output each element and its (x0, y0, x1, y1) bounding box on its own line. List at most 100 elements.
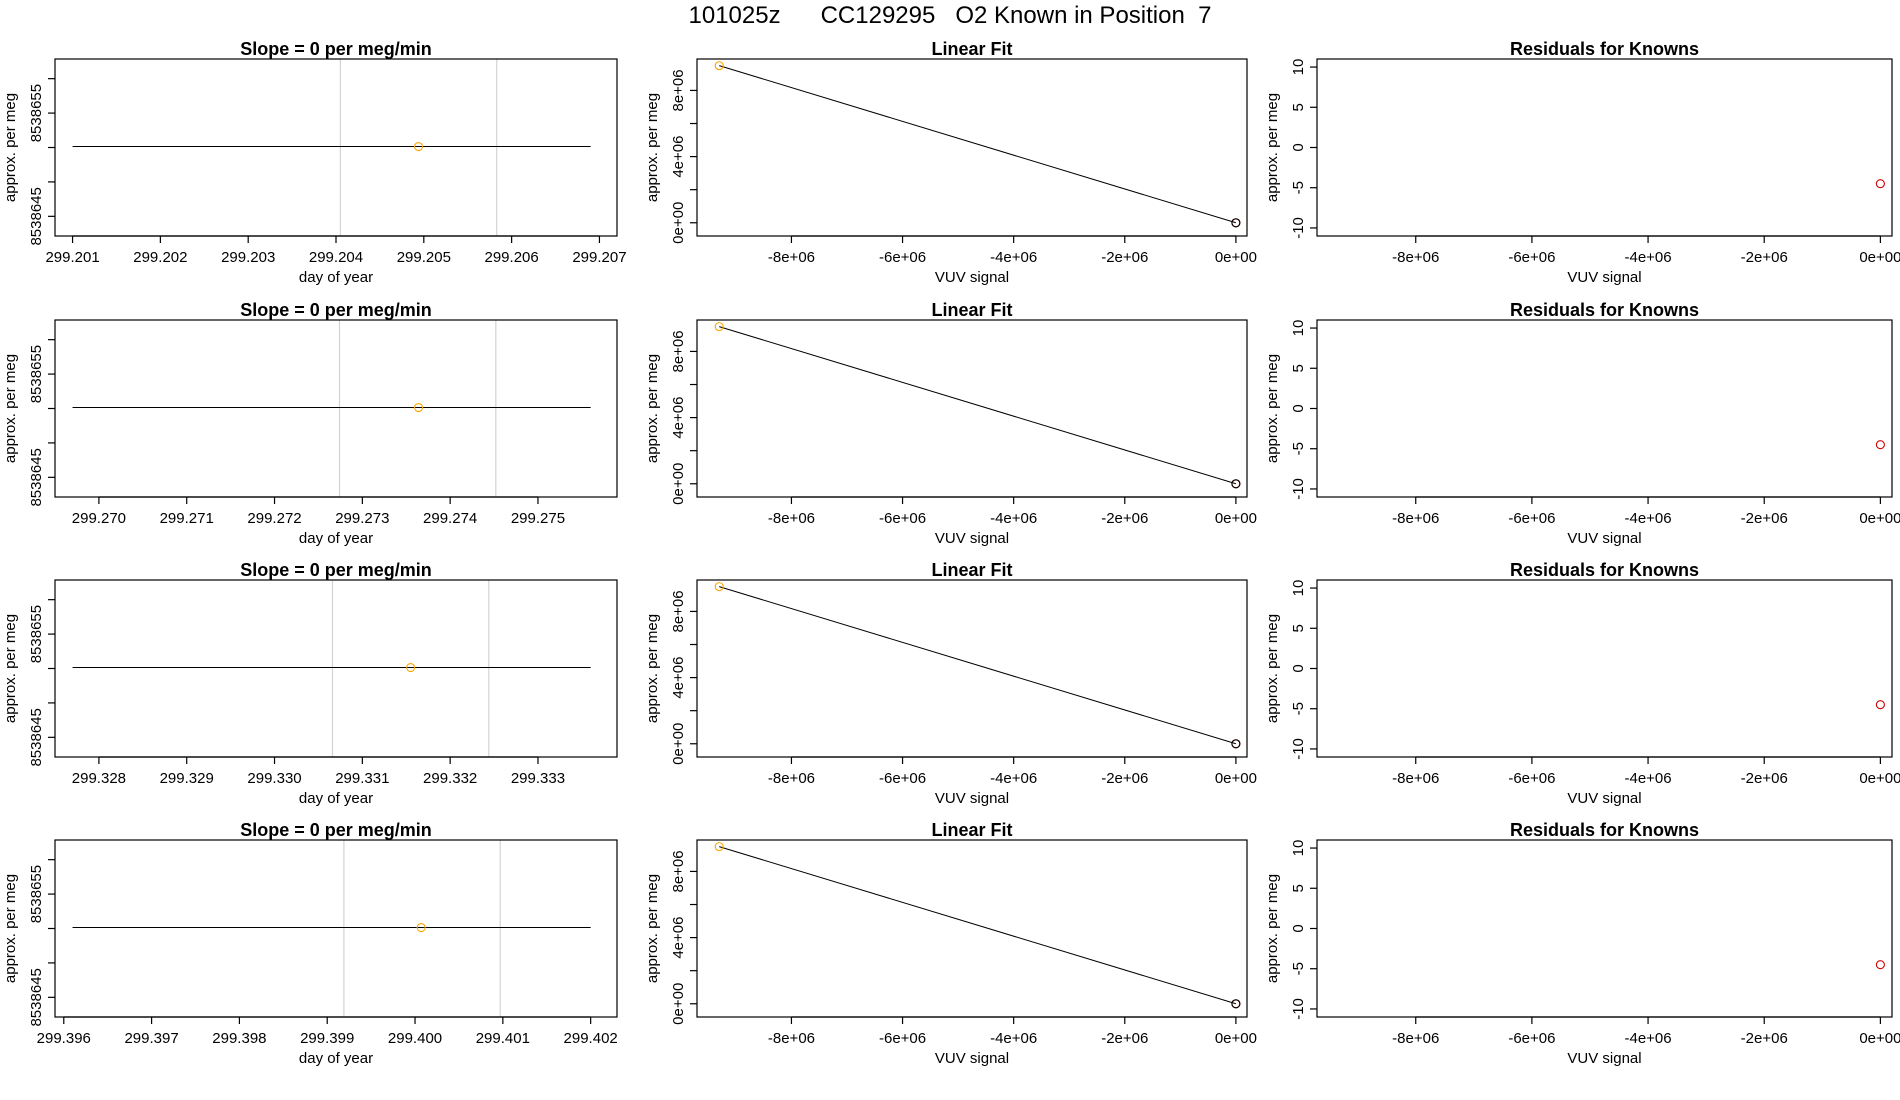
x-tick-label: -6e+06 (1508, 1030, 1555, 1047)
y-axis-label: approx. per meg (2, 614, 19, 723)
x-tick-label: -4e+06 (990, 249, 1037, 266)
x-tick-label: 299.205 (397, 249, 451, 266)
y-tick-label: 0e+00 (670, 723, 687, 765)
data-point (1875, 179, 1885, 189)
panel-residuals-row-4: -8e+06 -6e+06 -4e+06 -2e+06 0e+00 -10 -5 0 5 10 Re… (1264, 820, 1900, 1067)
x-axis-label: VUV signal (935, 269, 1009, 286)
x-tick-label: -8e+06 (768, 510, 815, 527)
x-tick-label: -2e+06 (1741, 770, 1788, 787)
y-axis-label: approx. per meg (1264, 614, 1281, 723)
y-axis-label: approx. per meg (1264, 354, 1281, 463)
plot-frame (54, 839, 618, 1018)
x-tick-label: -4e+06 (990, 770, 1037, 787)
data-point (714, 582, 724, 592)
y-tick-label: 4e+06 (670, 657, 687, 699)
data-point (416, 922, 426, 933)
panel-title: Residuals for Knowns (1510, 560, 1699, 580)
y-tick-label: 10 (1290, 320, 1307, 337)
x-tick-label: -6e+06 (1508, 249, 1555, 266)
y-tick-label: 0 (1290, 143, 1307, 151)
x-tick-label: -8e+06 (1392, 510, 1439, 527)
y-axis-label: approx. per meg (644, 93, 661, 202)
plot-frame (1316, 319, 1893, 498)
x-axis-label: VUV signal (1567, 269, 1641, 286)
panel-title: Residuals for Knowns (1510, 300, 1699, 320)
plot-frame (696, 58, 1248, 237)
data-point (1875, 440, 1885, 450)
x-tick-label: -8e+06 (768, 249, 815, 266)
x-tick-label: 299.207 (572, 249, 626, 266)
x-tick-label: 299.330 (247, 770, 301, 787)
panel-title: Residuals for Knowns (1510, 39, 1699, 59)
x-tick-label: -2e+06 (1101, 1030, 1148, 1047)
y-tick-label: 5 (1290, 103, 1307, 111)
x-tick-label: 299.398 (212, 1030, 266, 1047)
x-tick-label: -8e+06 (1392, 1030, 1439, 1047)
y-tick-label: 8538645 (28, 448, 45, 506)
y-tick-label: 4e+06 (670, 397, 687, 439)
y-axis-label: approx. per meg (644, 354, 661, 463)
y-tick-label: 8e+06 (670, 590, 687, 632)
x-tick-label: -4e+06 (1624, 510, 1671, 527)
panel-residuals-row-2: -8e+06 -6e+06 -4e+06 -2e+06 0e+00 -10 -5 0 5 10 Re… (1264, 300, 1900, 547)
x-axis-label: VUV signal (935, 1050, 1009, 1067)
panel-title: Slope = 0 per meg/min (240, 560, 432, 580)
y-axis-label: approx. per meg (2, 354, 19, 463)
data-point (1875, 960, 1885, 970)
x-tick-label: -2e+06 (1741, 510, 1788, 527)
x-tick-label: -6e+06 (1508, 770, 1555, 787)
x-tick-label: 299.402 (564, 1030, 618, 1047)
x-tick-label: -6e+06 (879, 1030, 926, 1047)
data-point (406, 662, 416, 673)
y-tick-label: 8538645 (28, 968, 45, 1026)
x-axis-label: day of year (299, 790, 373, 807)
panel-title: Slope = 0 per meg/min (240, 300, 432, 320)
data-point (714, 322, 724, 332)
x-tick-label: -2e+06 (1101, 249, 1148, 266)
plot-frame (1316, 58, 1893, 237)
x-tick-label: 0e+00 (1215, 249, 1257, 266)
data-point (714, 842, 724, 852)
y-tick-label: 10 (1290, 59, 1307, 76)
x-tick-label: 299.274 (423, 510, 477, 527)
x-axis-label: VUV signal (935, 790, 1009, 807)
data-point (1231, 479, 1241, 489)
x-axis-label: VUV signal (1567, 1050, 1641, 1067)
panel-title: Linear Fit (931, 300, 1012, 320)
x-tick-label: 299.333 (511, 770, 565, 787)
x-tick-label: 0e+00 (1859, 770, 1900, 787)
figure-title: 101025z CC129295 O2 Known in Position 7 (688, 2, 1212, 29)
y-tick-label: 0 (1290, 664, 1307, 672)
y-axis-label: approx. per meg (1264, 874, 1281, 983)
x-tick-label: -2e+06 (1101, 510, 1148, 527)
y-tick-label: -5 (1290, 181, 1307, 194)
plot-frame (696, 319, 1248, 498)
plot-frame (1316, 839, 1893, 1018)
panel-title: Linear Fit (931, 39, 1012, 59)
plot-frame (1316, 579, 1893, 758)
x-tick-label: 299.332 (423, 770, 477, 787)
x-tick-label: -4e+06 (990, 510, 1037, 527)
x-tick-label: 299.331 (335, 770, 389, 787)
data-point (1875, 700, 1885, 710)
x-tick-label: -4e+06 (1624, 770, 1671, 787)
y-tick-label: 8538655 (28, 605, 45, 663)
x-tick-label: 299.400 (388, 1030, 442, 1047)
x-tick-label: -6e+06 (879, 249, 926, 266)
x-tick-label: 0e+00 (1215, 1030, 1257, 1047)
x-tick-label: 299.202 (133, 249, 187, 266)
x-tick-label: 299.204 (309, 249, 363, 266)
panel-fit-row-1: -8e+06 -6e+06 -4e+06 -2e+06 0e+00 0e+00 4e+06 8… (644, 39, 1257, 286)
y-tick-label: 10 (1290, 840, 1307, 857)
x-tick-label: -2e+06 (1101, 770, 1148, 787)
panel-slope-row-4: 299.396 299.397 299.398 299.399 299.400 299.4… (2, 820, 618, 1067)
y-tick-label: 8e+06 (670, 330, 687, 372)
x-tick-label: 299.329 (160, 770, 214, 787)
x-tick-label: -6e+06 (1508, 510, 1555, 527)
y-tick-label: -5 (1290, 962, 1307, 975)
x-tick-label: -8e+06 (1392, 770, 1439, 787)
x-axis-label: day of year (299, 530, 373, 547)
x-tick-label: 0e+00 (1215, 510, 1257, 527)
panel-title: Linear Fit (931, 820, 1012, 840)
y-axis-label: approx. per meg (1264, 93, 1281, 202)
